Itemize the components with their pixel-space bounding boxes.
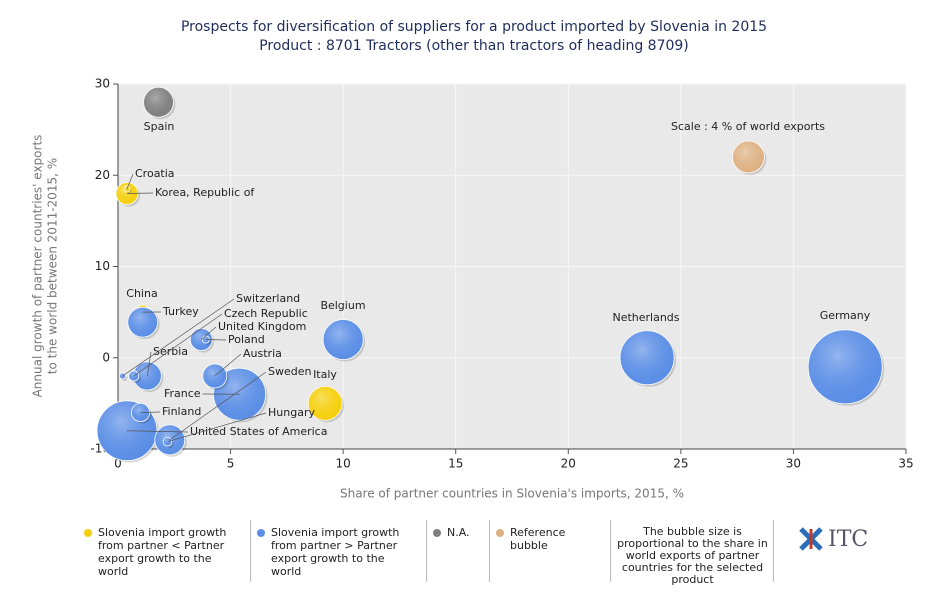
leader-line <box>126 192 154 194</box>
chart-title: Prospects for diversification of supplie… <box>181 19 767 35</box>
bubble-shine <box>202 335 210 344</box>
x-tick-label: 20 <box>561 457 576 471</box>
x-tick-label: 25 <box>673 457 688 471</box>
legend-swatch <box>84 529 92 537</box>
bubble-shine <box>323 319 364 360</box>
point-label: Germany <box>820 309 871 322</box>
bubble-shine <box>308 386 343 421</box>
leader-line <box>126 173 134 190</box>
leader-line <box>214 353 242 377</box>
point-label: Austria <box>243 347 282 360</box>
point-label: Belgium <box>320 299 365 312</box>
bubble-shine <box>127 307 158 338</box>
x-tick-label: 10 <box>336 457 351 471</box>
point-label: France <box>164 387 201 400</box>
logo-mark <box>799 527 823 551</box>
point-label: Scale : 4 % of world exports <box>671 120 825 133</box>
logo: ITC <box>773 520 883 582</box>
legend-swatch <box>496 529 504 537</box>
x-tick-label: 0 <box>114 457 122 471</box>
y-tick-label: 10 <box>95 259 110 273</box>
point-label: Czech Republic <box>224 307 308 320</box>
legend-label: Slovenia import growth from partner > Pa… <box>271 526 400 578</box>
x-tick-label: 15 <box>448 457 463 471</box>
bubble-shine <box>732 141 765 173</box>
leader-line <box>146 351 152 377</box>
point-label: China <box>126 287 157 300</box>
leader-line <box>140 411 161 413</box>
legend-item: Slovenia import growth from partner > Pa… <box>250 520 418 582</box>
point-label: Croatia <box>135 167 175 180</box>
x-axis-title: Share of partner countries in Slovenia's… <box>340 487 684 501</box>
point-label: Poland <box>228 333 265 346</box>
legend-item: Reference bubble <box>489 520 610 582</box>
bubble-shine <box>620 330 675 385</box>
point-label: United States of America <box>190 425 327 438</box>
bubble-shine <box>808 329 883 404</box>
legend-label: N.A. <box>447 526 470 539</box>
point-label: United Kingdom <box>218 320 306 333</box>
leader-line <box>122 298 235 377</box>
leader-line <box>126 430 189 433</box>
legend-label: Slovenia import growth from partner < Pa… <box>98 526 227 578</box>
point-label: Netherlands <box>612 311 679 324</box>
y-tick-label: 0 <box>102 350 110 364</box>
x-tick-label: 30 <box>786 457 801 471</box>
point-label: Italy <box>313 368 337 381</box>
point-label: Korea, Republic of <box>155 186 255 199</box>
point-label: Finland <box>162 405 201 418</box>
leader-line <box>169 371 267 441</box>
leader-line <box>167 412 267 443</box>
legend-note: The bubble size is proportional to the s… <box>610 520 774 586</box>
chart-subtitle: Product : 8701 Tractors (other than trac… <box>259 38 689 54</box>
legend-item: N.A. <box>426 520 481 582</box>
y-tick-label: 30 <box>95 77 110 91</box>
y-axis-title: Annual growth of partner countries' expo… <box>31 135 45 398</box>
leader-line <box>205 339 227 341</box>
legend-swatch <box>433 529 441 537</box>
legend-label: Reference bubble <box>510 526 566 552</box>
point-label: Serbia <box>153 345 188 358</box>
point-label: Sweden <box>268 365 311 378</box>
point-label: Turkey <box>162 305 199 318</box>
chart: Prospects for diversification of supplie… <box>31 19 914 501</box>
legend-swatch <box>257 529 265 537</box>
point-label: Spain <box>144 120 175 133</box>
x-tick-label: 5 <box>227 457 235 471</box>
leader-line <box>201 326 217 340</box>
point-label: Switzerland <box>236 292 300 305</box>
y-axis-title: to the world between 2011-2015, % <box>46 158 60 374</box>
y-tick-label: 20 <box>95 168 110 182</box>
x-tick-label: 35 <box>898 457 913 471</box>
legend-item: Slovenia import growth from partner < Pa… <box>78 520 242 582</box>
leader-line <box>133 313 223 377</box>
point-label: Hungary <box>268 406 315 419</box>
logo-text: ITC <box>828 526 869 552</box>
bubble-shine <box>143 87 174 118</box>
